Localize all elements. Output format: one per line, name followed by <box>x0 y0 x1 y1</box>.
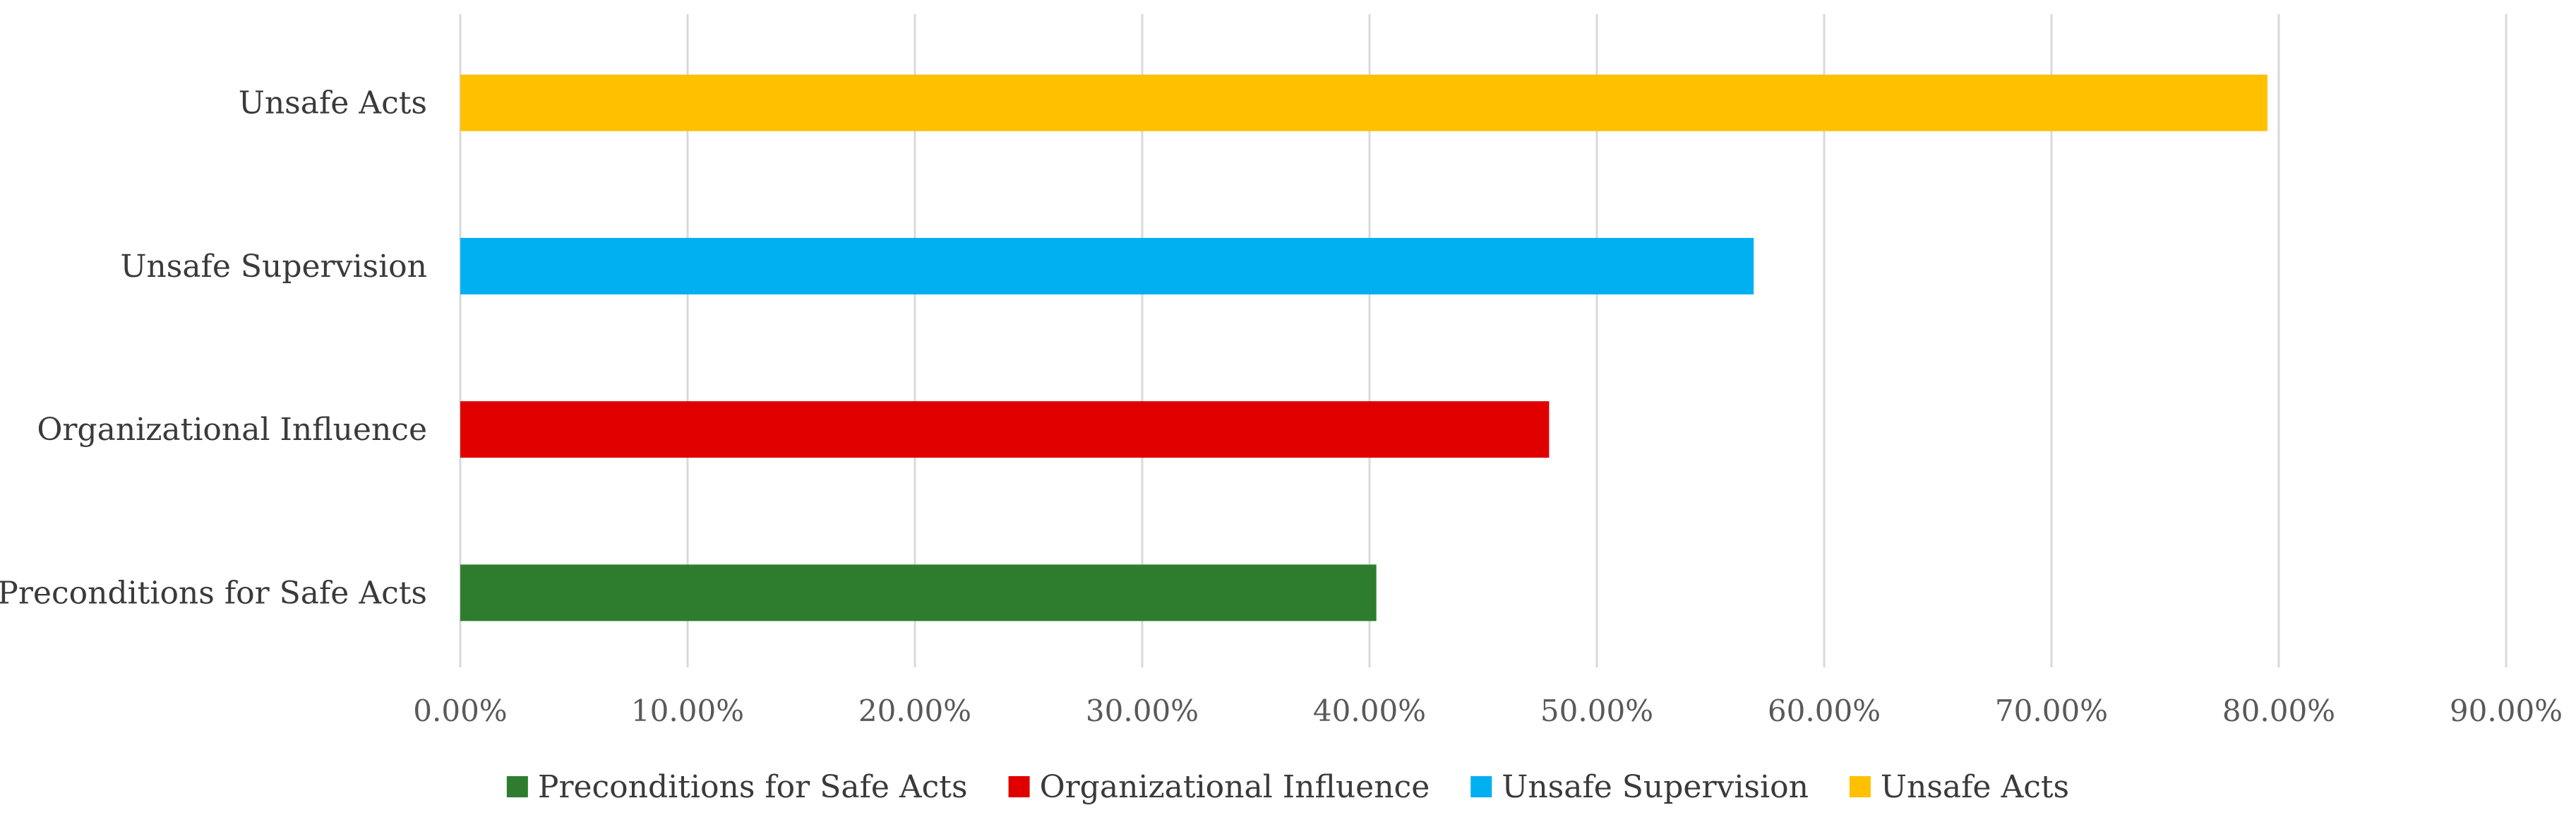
x-tick-label-7: 70.00% <box>1995 694 2108 728</box>
category-label-organizational-influence: Organizational Influence <box>37 412 427 448</box>
bars-layer <box>460 74 2268 621</box>
x-tick-label-3: 30.00% <box>1086 694 1199 728</box>
category-label-preconditions-for-safe-acts: Preconditions for Safe Acts <box>0 575 427 611</box>
category-label-unsafe-acts: Unsafe Acts <box>239 85 427 121</box>
x-tick-label-2: 20.00% <box>858 694 971 728</box>
legend-swatch-organizational-influence <box>1008 776 1030 797</box>
category-labels: Preconditions for Safe Acts Organizationa… <box>0 85 427 612</box>
bar-unsafe-supervision <box>460 237 1754 294</box>
x-tick-label-5: 50.00% <box>1540 694 1653 728</box>
legend: Preconditions for Safe Acts Organizationa… <box>506 769 2069 805</box>
x-tick-label-8: 80.00% <box>2222 694 2335 728</box>
x-tick-label-4: 40.00% <box>1313 694 1426 728</box>
x-tick-label-0: 0.00% <box>413 694 507 728</box>
legend-label-unsafe-supervision: Unsafe Supervision <box>1502 769 1809 805</box>
bar-organizational-influence <box>460 401 1550 458</box>
legend-swatch-preconditions-for-safe-acts <box>506 776 528 797</box>
legend-label-preconditions-for-safe-acts: Preconditions for Safe Acts <box>538 769 968 805</box>
legend-swatch-unsafe-supervision <box>1470 776 1492 797</box>
x-tick-label-6: 60.00% <box>1768 694 1881 728</box>
bar-preconditions-for-safe-acts <box>460 564 1377 621</box>
legend-swatch-unsafe-acts <box>1849 776 1871 797</box>
x-tick-label-1: 10.00% <box>631 694 744 728</box>
legend-label-unsafe-acts: Unsafe Acts <box>1881 769 2069 805</box>
category-label-unsafe-supervision: Unsafe Supervision <box>120 249 427 285</box>
bar-unsafe-acts <box>460 74 2268 131</box>
x-tick-label-9: 90.00% <box>2450 694 2563 728</box>
legend-label-organizational-influence: Organizational Influence <box>1040 769 1430 805</box>
x-tick-labels: 0.00% 10.00% 20.00% 30.00% 40.00% 50.00% 60.00… <box>413 694 2563 728</box>
